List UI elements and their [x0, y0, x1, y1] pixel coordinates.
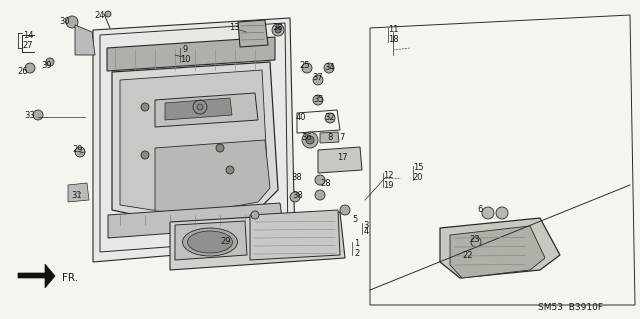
Circle shape: [251, 211, 259, 219]
Text: 38: 38: [292, 190, 303, 199]
Text: 17: 17: [337, 153, 348, 162]
Circle shape: [105, 11, 111, 17]
Text: 7: 7: [339, 133, 345, 143]
Circle shape: [141, 103, 149, 111]
Text: SM53  B3910F: SM53 B3910F: [538, 303, 602, 313]
Circle shape: [25, 63, 35, 73]
Text: 40: 40: [296, 114, 307, 122]
Text: 39: 39: [42, 61, 52, 70]
Text: 33: 33: [24, 110, 35, 120]
Polygon shape: [165, 98, 232, 120]
Polygon shape: [93, 18, 295, 262]
Circle shape: [324, 63, 334, 73]
Text: 38: 38: [273, 24, 284, 33]
Polygon shape: [75, 25, 95, 55]
Circle shape: [66, 16, 78, 28]
Polygon shape: [170, 212, 345, 270]
Text: 11: 11: [388, 26, 398, 34]
Circle shape: [75, 147, 85, 157]
Polygon shape: [108, 203, 283, 238]
Text: 30: 30: [60, 18, 70, 26]
Circle shape: [302, 132, 318, 148]
Circle shape: [313, 75, 323, 85]
Polygon shape: [238, 20, 268, 47]
Circle shape: [216, 144, 224, 152]
Text: 26: 26: [18, 68, 28, 77]
Polygon shape: [155, 140, 270, 213]
Text: 35: 35: [314, 95, 324, 105]
Polygon shape: [320, 132, 339, 143]
Circle shape: [325, 113, 335, 123]
Text: 14: 14: [23, 31, 33, 40]
Text: 19: 19: [383, 181, 393, 189]
Circle shape: [302, 63, 312, 73]
Circle shape: [496, 207, 508, 219]
Circle shape: [197, 104, 203, 110]
Text: 25: 25: [300, 61, 310, 70]
Text: 8: 8: [327, 133, 333, 143]
Circle shape: [46, 58, 54, 66]
Ellipse shape: [182, 228, 237, 256]
Circle shape: [315, 190, 325, 200]
Polygon shape: [450, 226, 545, 278]
Text: 9: 9: [182, 46, 188, 55]
Circle shape: [313, 95, 323, 105]
Polygon shape: [68, 183, 89, 202]
Polygon shape: [107, 37, 275, 71]
Polygon shape: [250, 210, 340, 260]
Text: 12: 12: [383, 170, 393, 180]
Text: 4: 4: [364, 227, 369, 236]
Circle shape: [471, 237, 481, 247]
Circle shape: [306, 136, 314, 144]
Polygon shape: [18, 264, 55, 288]
Text: 32: 32: [324, 114, 335, 122]
Text: 29: 29: [221, 238, 231, 247]
Text: 37: 37: [312, 73, 323, 83]
Polygon shape: [155, 93, 258, 127]
Circle shape: [275, 27, 281, 33]
Text: 36: 36: [301, 133, 312, 143]
Text: 34: 34: [324, 63, 335, 72]
Polygon shape: [112, 62, 278, 220]
Text: 20: 20: [413, 174, 423, 182]
Text: 28: 28: [321, 179, 332, 188]
Polygon shape: [120, 70, 268, 212]
Text: 38: 38: [292, 174, 302, 182]
Text: 15: 15: [413, 164, 423, 173]
Polygon shape: [440, 218, 560, 278]
Polygon shape: [318, 147, 362, 173]
Text: 6: 6: [477, 205, 483, 214]
Text: 29: 29: [73, 145, 83, 153]
Circle shape: [482, 207, 494, 219]
Circle shape: [226, 166, 234, 174]
Text: 3: 3: [364, 220, 369, 229]
Text: 10: 10: [180, 56, 190, 64]
Circle shape: [33, 110, 43, 120]
Text: 22: 22: [463, 250, 473, 259]
Text: 13: 13: [228, 24, 239, 33]
Text: FR.: FR.: [62, 273, 78, 283]
Text: 2: 2: [355, 249, 360, 257]
Ellipse shape: [188, 231, 232, 253]
Circle shape: [75, 187, 85, 197]
Text: 31: 31: [72, 190, 83, 199]
Circle shape: [315, 175, 325, 185]
Text: 23: 23: [470, 235, 480, 244]
Circle shape: [340, 205, 350, 215]
Polygon shape: [175, 221, 247, 260]
Circle shape: [141, 151, 149, 159]
Text: 18: 18: [388, 35, 398, 44]
Circle shape: [290, 192, 300, 202]
Text: 24: 24: [95, 11, 105, 20]
Text: 27: 27: [22, 41, 33, 50]
Text: 1: 1: [355, 240, 360, 249]
Text: 5: 5: [353, 216, 358, 225]
Circle shape: [272, 24, 284, 36]
